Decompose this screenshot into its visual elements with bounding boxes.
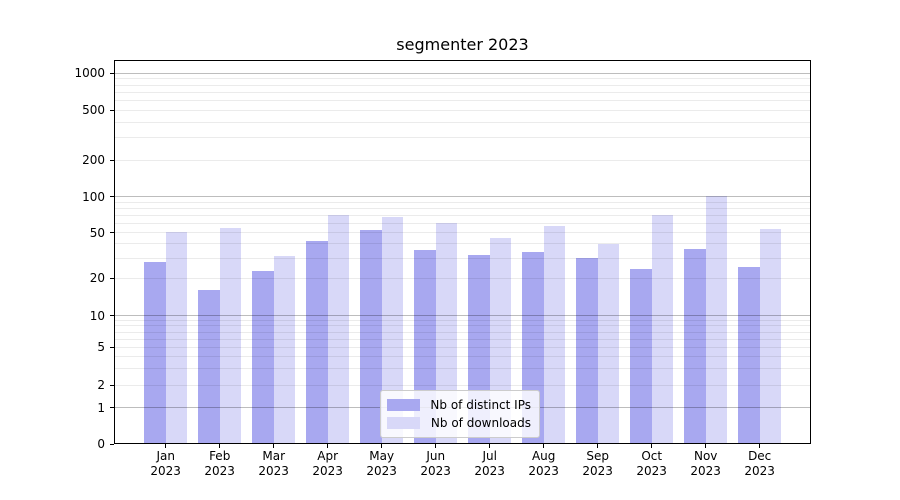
x-tick-label: May 2023 <box>366 449 397 478</box>
legend-swatch-downloads <box>387 417 420 429</box>
bar-downloads-feb <box>219 227 242 443</box>
y-tick-mark <box>110 277 114 279</box>
x-tick-mark <box>327 444 329 448</box>
x-tick-mark <box>435 444 437 448</box>
bar-downloads-jan <box>165 231 188 443</box>
x-tick-label: Oct 2023 <box>636 449 667 478</box>
legend: Nb of distinct IPs Nb of downloads <box>380 390 540 438</box>
y-tick-mark <box>110 72 114 74</box>
bar-downloads-apr <box>327 215 350 443</box>
bar-distinct-ips-oct <box>630 269 652 443</box>
y-tick-label: 5 <box>97 340 105 355</box>
y-tick-mark <box>110 232 114 234</box>
x-tick-label: Jan 2023 <box>150 449 181 478</box>
x-tick-label: Apr 2023 <box>312 449 343 478</box>
y-tick-label: 1 <box>97 400 105 415</box>
x-tick-label: Aug 2023 <box>528 449 559 478</box>
y-tick-label: 20 <box>89 271 105 286</box>
y-tick-mark <box>110 443 114 445</box>
y-tick-label: 100 <box>82 189 105 204</box>
x-tick-label: Jul 2023 <box>474 449 505 478</box>
x-tick-mark <box>165 444 167 448</box>
x-tick-label: Jun 2023 <box>420 449 451 478</box>
legend-swatch-distinct-ips <box>387 399 420 411</box>
x-tick-mark <box>273 444 275 448</box>
x-tick-mark <box>543 444 545 448</box>
plot-area <box>114 60 811 444</box>
y-tick-mark <box>110 346 114 348</box>
bar-distinct-ips-mar <box>252 271 274 443</box>
bar-distinct-ips-jan <box>144 261 166 443</box>
bar-distinct-ips-may <box>360 229 382 443</box>
y-tick-mark <box>110 407 114 409</box>
y-tick-label: 0 <box>97 437 105 451</box>
x-tick-mark <box>705 444 707 448</box>
bar-downloads-sep <box>597 243 620 443</box>
x-tick-mark <box>597 444 599 448</box>
bar-downloads-aug <box>543 225 566 443</box>
legend-label-distinct-ips: Nb of distinct IPs <box>430 398 531 412</box>
y-tick-mark <box>110 159 114 161</box>
x-tick-mark <box>489 444 491 448</box>
x-tick-mark <box>651 444 653 448</box>
bar-distinct-ips-dec <box>738 267 760 443</box>
x-tick-mark <box>759 444 761 448</box>
bar-downloads-oct <box>651 215 674 443</box>
y-tick-mark <box>110 196 114 198</box>
y-tick-label: 1000 <box>74 66 105 81</box>
x-tick-label: Nov 2023 <box>690 449 721 478</box>
chart-title: segmenter 2023 <box>396 35 529 54</box>
bar-distinct-ips-nov <box>684 249 706 443</box>
bar-downloads-nov <box>705 195 728 443</box>
bar-distinct-ips-feb <box>198 290 220 443</box>
bar-distinct-ips-sep <box>576 258 598 443</box>
x-tick-mark <box>219 444 221 448</box>
x-tick-label: Mar 2023 <box>258 449 289 478</box>
y-tick-mark <box>110 315 114 317</box>
y-tick-mark <box>110 384 114 386</box>
y-tick-label: 200 <box>82 153 105 167</box>
legend-item-distinct-ips: Nb of distinct IPs <box>387 396 531 414</box>
x-tick-mark <box>381 444 383 448</box>
x-tick-label: Feb 2023 <box>204 449 235 478</box>
x-tick-label: Dec 2023 <box>744 449 775 478</box>
y-tick-label: 500 <box>82 103 105 117</box>
y-tick-label: 10 <box>89 308 105 323</box>
legend-label-downloads: Nb of downloads <box>430 416 531 430</box>
bar-downloads-dec <box>759 228 782 443</box>
bar-distinct-ips-apr <box>306 241 328 443</box>
y-tick-label: 50 <box>89 225 105 240</box>
x-tick-label: Sep 2023 <box>582 449 613 478</box>
y-tick-label: 2 <box>97 378 105 392</box>
legend-item-downloads: Nb of downloads <box>387 414 531 432</box>
y-tick-mark <box>110 109 114 111</box>
bar-downloads-mar <box>273 256 296 443</box>
bar-downloads-jun <box>435 223 458 443</box>
bar-downloads-may <box>381 216 404 443</box>
